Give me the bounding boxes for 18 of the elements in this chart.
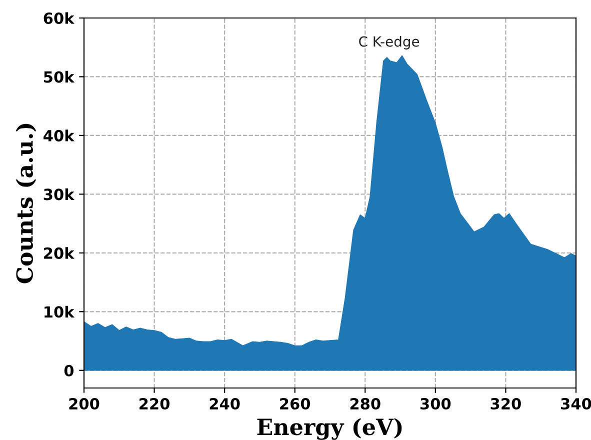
y-tick-label: 50k: [44, 70, 75, 83]
y-tick-label: 0: [64, 364, 74, 376]
y-tick-label: 30k: [44, 188, 75, 200]
x-tick-label: 240: [210, 398, 240, 410]
x-tick-label: 260: [280, 398, 310, 410]
x-tick-label: 320: [490, 398, 521, 410]
x-tick-label: 340: [561, 398, 591, 410]
x-tick-label: 300: [420, 398, 451, 410]
y-tick-label: 40k: [44, 130, 75, 142]
y-axis-title: Counts (a.u.): [16, 124, 36, 284]
x-axis-title: Energy (eV): [257, 418, 402, 440]
x-tick-label: 280: [350, 398, 380, 410]
y-tick-label: 60k: [44, 12, 75, 24]
x-tick-label: 220: [140, 398, 170, 410]
x-tick-label: 200: [69, 398, 100, 410]
annotation: C K-edge: [359, 36, 420, 50]
y-tick-label: 10k: [44, 306, 75, 318]
y-tick-label: 20k: [44, 247, 75, 259]
